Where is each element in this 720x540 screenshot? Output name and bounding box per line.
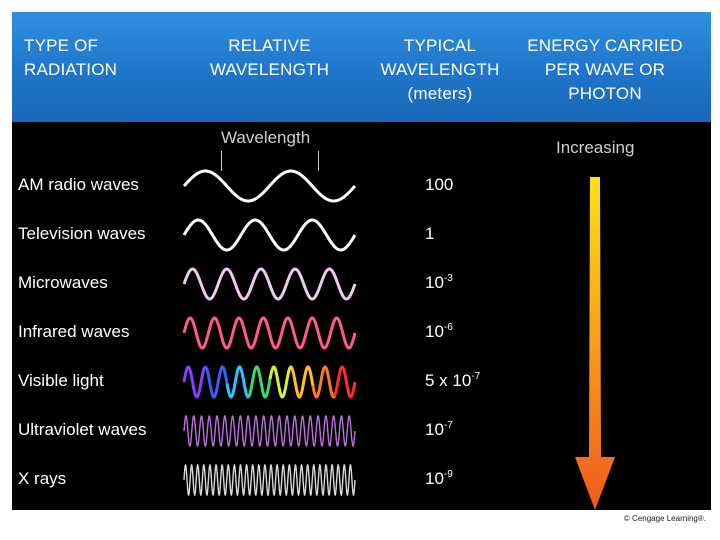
row-label-am-radio-waves: AM radio waves <box>18 175 139 194</box>
wave-ultraviolet-waves <box>183 414 356 448</box>
row-value-visible-light: 5 x 10-7 <box>425 371 481 390</box>
row-label-ultraviolet-waves: Ultraviolet waves <box>18 420 147 439</box>
wave-line <box>183 463 356 497</box>
wavelength-tick-left <box>221 151 222 171</box>
increasing-label: Increasing <box>556 138 635 157</box>
wave-segment <box>204 365 229 399</box>
wavelength-label: Wavelength <box>221 128 311 147</box>
wave-segment <box>290 365 315 399</box>
energy-arrow-icon <box>575 177 615 510</box>
row-value-ultraviolet-waves: 10-7 <box>425 420 453 439</box>
wave-microwaves <box>182 267 357 301</box>
radiation-figure: TYPE OF RADIATION RELATIVE WAVELENGTH TY… <box>12 12 711 510</box>
header-typical-wavelength: TYPICAL WAVELENGTH (meters) <box>380 36 500 103</box>
wave-segment <box>268 365 293 399</box>
wave-line <box>182 218 357 252</box>
row-value-x-rays: 10-9 <box>425 469 453 488</box>
row-label-microwaves: Microwaves <box>18 273 108 292</box>
wave-line <box>183 414 356 448</box>
wave-x-rays <box>183 463 356 497</box>
row-value-infrared-waves: 10-6 <box>425 322 453 341</box>
row-value-am-radio-waves: 100 <box>425 175 454 194</box>
wave-television-waves <box>182 218 357 252</box>
row-label-infrared-waves: Infrared waves <box>18 322 130 341</box>
table-header: TYPE OF RADIATION RELATIVE WAVELENGTH TY… <box>12 12 711 122</box>
row-label-visible-light: Visible light <box>18 371 104 390</box>
header-relative-wavelength: RELATIVE WAVELENGTH <box>209 36 330 79</box>
copyright-credit: © Cengage Learning®. <box>623 514 706 523</box>
row-value-television-waves: 1 <box>425 224 435 243</box>
wave-segment <box>311 365 336 399</box>
wave-infrared-waves <box>182 316 357 350</box>
wavelength-tick-right <box>318 151 319 171</box>
wave-visible-light <box>182 365 357 399</box>
wave-line <box>182 316 357 350</box>
header-energy-per-photon: ENERGY CARRIED PER WAVE OR PHOTON <box>527 36 683 103</box>
wave-segment <box>182 365 207 399</box>
row-label-television-waves: Television waves <box>18 224 146 243</box>
header-type-of-radiation: TYPE OF RADIATION <box>24 36 118 79</box>
wave-segment <box>247 365 272 399</box>
wave-am-radio-waves <box>182 169 357 203</box>
wave-line <box>182 267 357 301</box>
wave-segment <box>333 365 357 399</box>
wave-line <box>182 169 357 203</box>
wave-segment <box>225 365 250 399</box>
row-label-x-rays: X rays <box>18 469 67 488</box>
row-value-microwaves: 10-3 <box>425 273 453 292</box>
